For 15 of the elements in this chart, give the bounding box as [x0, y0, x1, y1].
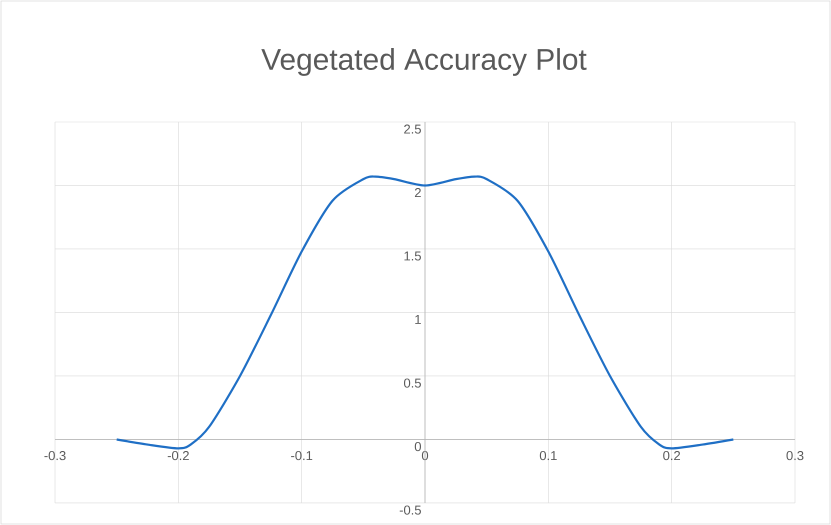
y-tick-label: -0.5	[400, 506, 421, 515]
y-tick-label: 2	[414, 188, 421, 198]
x-tick-label: 0.2	[663, 451, 680, 460]
y-tick-label: 1	[415, 315, 421, 324]
y-tick-label: 1.5	[404, 252, 421, 261]
x-tick-label: -0.3	[44, 451, 66, 460]
y-tick-label: 0	[414, 442, 421, 452]
x-tick-label: 0	[422, 451, 428, 460]
y-tick-label: 0.5	[404, 378, 421, 388]
chart-title: Vegetated Accuracy Plot	[261, 48, 587, 76]
y-tick-label: 2.5	[404, 124, 421, 134]
x-tick-label: 0.1	[540, 451, 557, 460]
x-tick-label: -0.1	[291, 451, 312, 460]
x-tick-label: 0.3	[786, 451, 804, 460]
x-tick-label: -0.2	[168, 451, 189, 460]
